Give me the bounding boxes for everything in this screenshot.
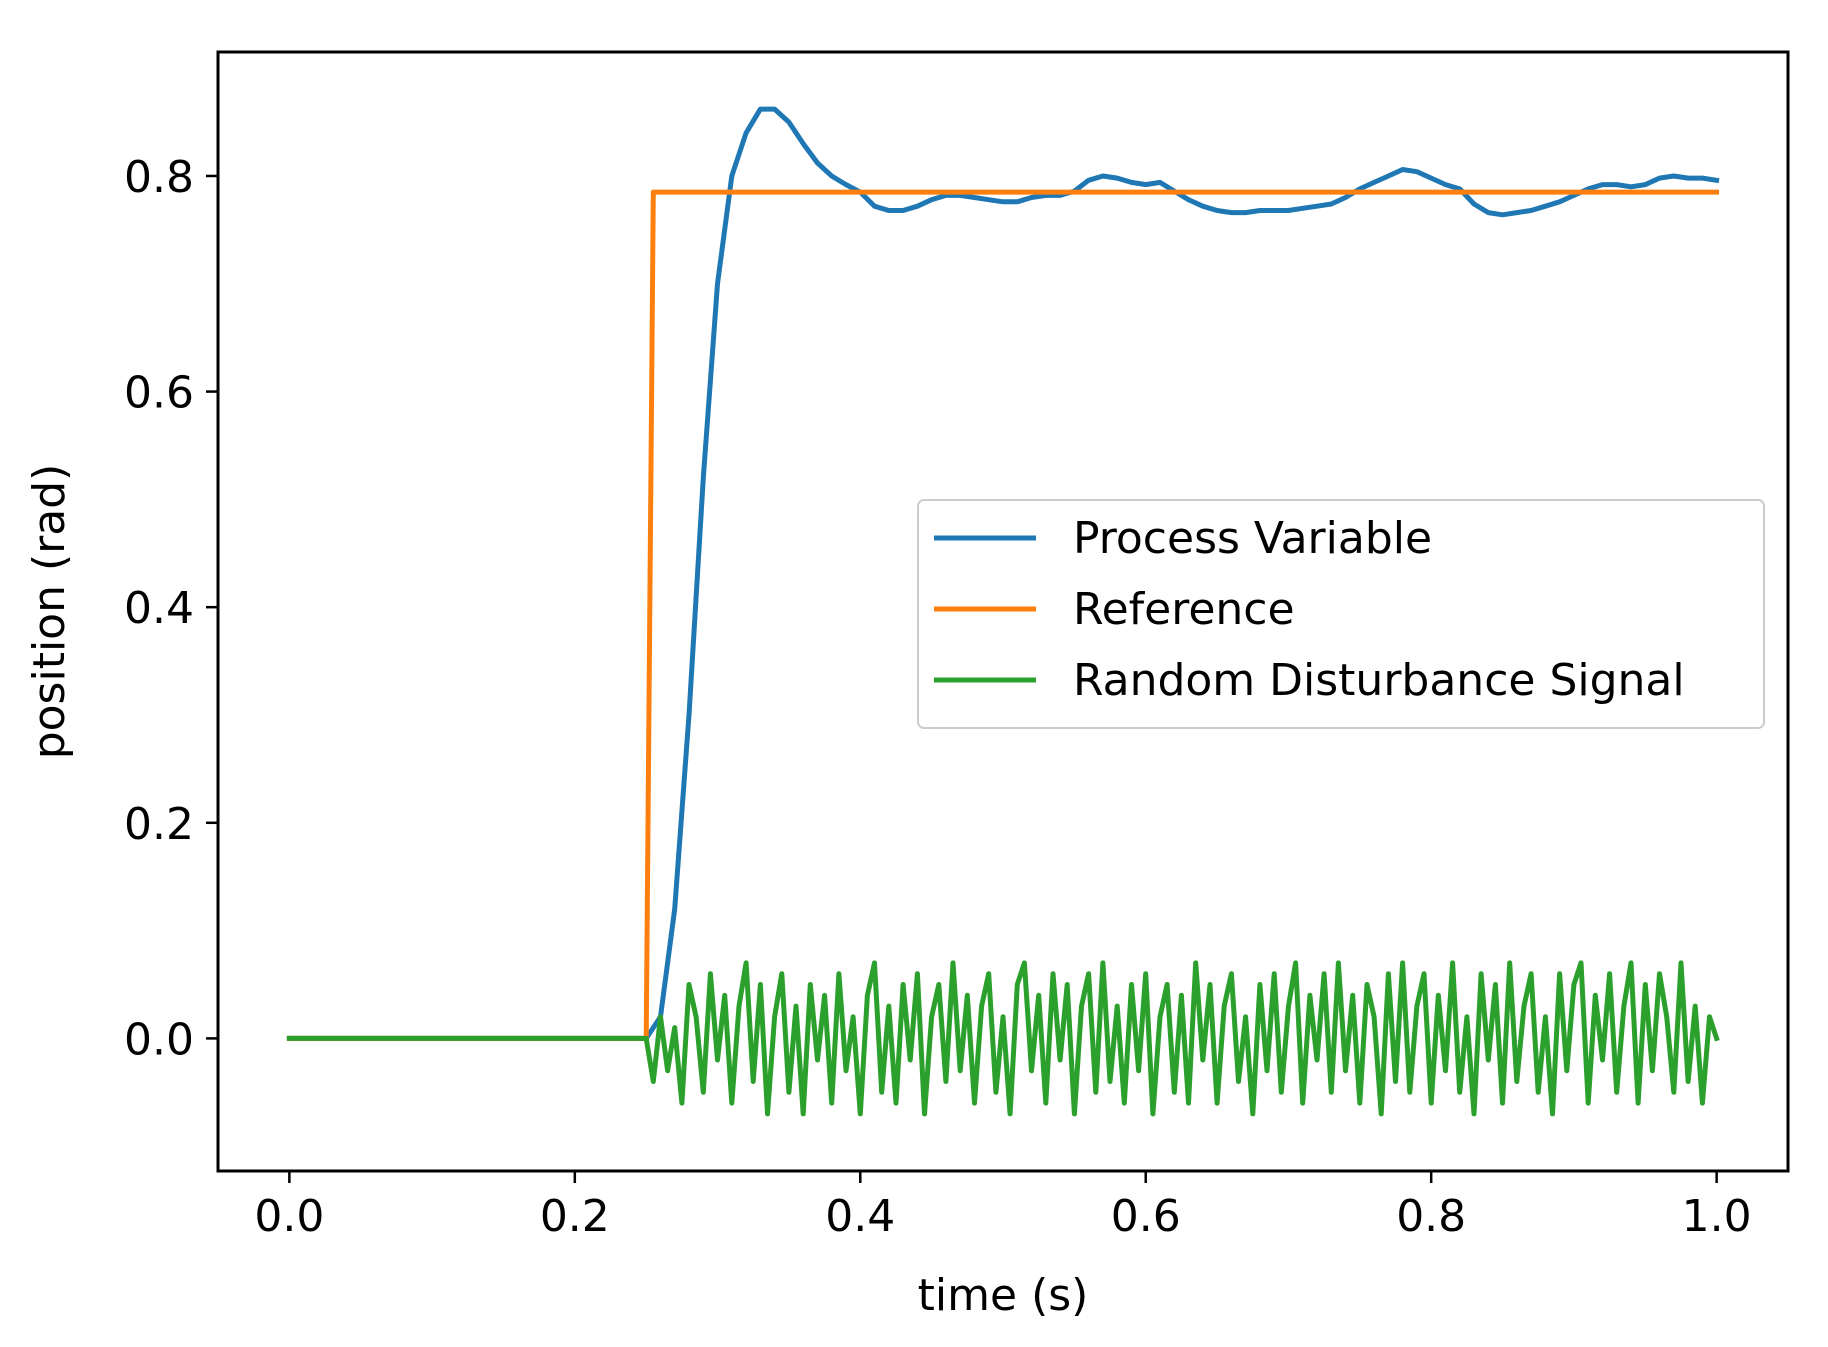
- x-axis: 0.0 0.2 0.4 0.6 0.8 1.0: [254, 1171, 1752, 1242]
- x-tick-label: 0.8: [1396, 1191, 1466, 1242]
- legend: Process Variable Reference Random Disturba…: [917, 499, 1765, 729]
- y-tick-label: 0.4: [124, 583, 194, 634]
- y-tick-label: 0.2: [124, 799, 194, 850]
- series-layer: [286, 106, 1720, 1117]
- y-tick-label: 0.8: [124, 152, 194, 203]
- y-axis: 0.0 0.2 0.4 0.6 0.8: [124, 152, 218, 1065]
- x-tick-label: 0.6: [1111, 1191, 1181, 1242]
- legend-label-reference: Reference: [1073, 584, 1295, 635]
- y-tick-label: 0.6: [124, 368, 194, 419]
- y-tick-label: 0.0: [124, 1014, 194, 1065]
- legend-label-process-variable: Process Variable: [1073, 513, 1432, 564]
- legend-label-random-disturbance-signal: Random Disturbance Signal: [1073, 655, 1685, 706]
- x-tick-label: 1.0: [1682, 1191, 1752, 1242]
- x-tick-label: 0.2: [540, 1191, 610, 1242]
- plot-frame: [216, 50, 1790, 1173]
- x-tick-label: 0.4: [825, 1191, 895, 1242]
- y-axis-label: position (rad): [24, 464, 75, 760]
- series-random-disturbance-signal-line: [286, 960, 1720, 1117]
- x-axis-label: time (s): [918, 1270, 1089, 1321]
- x-tick-label: 0.0: [254, 1191, 324, 1242]
- legend-box: [917, 499, 1765, 729]
